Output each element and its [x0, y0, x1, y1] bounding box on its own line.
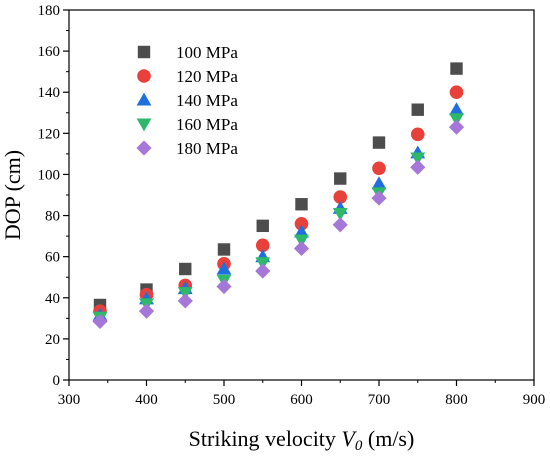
- y-tick-label: 60: [45, 250, 60, 266]
- plot-frame: [68, 9, 535, 381]
- data-point: [217, 243, 231, 256]
- data-point: [255, 263, 271, 279]
- y-tick-label: 40: [45, 291, 60, 307]
- legend-marker: [137, 69, 151, 83]
- data-point: [138, 303, 155, 319]
- legend-entry: 160 MPa: [136, 115, 238, 134]
- data-point: [216, 278, 232, 295]
- x-tick-label: 800: [445, 392, 468, 408]
- legend-entry: 140 MPa: [136, 91, 238, 110]
- legend-marker: [136, 118, 152, 132]
- plot-marks: [92, 62, 465, 330]
- y-tick-label: 20: [45, 332, 60, 348]
- x-tick-label: 900: [523, 392, 546, 408]
- x-axis-title-subscript: 0: [355, 438, 363, 454]
- x-tick-label: 600: [290, 392, 313, 408]
- y-tick-label: 180: [38, 3, 61, 19]
- legend-entry: 180 MPa: [136, 139, 238, 158]
- legend-entry: 100 MPa: [137, 43, 238, 62]
- data-point: [410, 159, 426, 175]
- data-point: [411, 103, 424, 116]
- y-tick-label: 80: [45, 209, 60, 225]
- y-tick-label: 100: [38, 167, 61, 183]
- y-tick-label: 160: [38, 44, 61, 60]
- data-point: [333, 190, 348, 204]
- legend-label: 100 MPa: [176, 43, 238, 62]
- data-point: [449, 85, 464, 100]
- data-point: [371, 176, 387, 190]
- x-axis-title: Striking velocity V0 (m/s): [189, 426, 415, 454]
- x-tick-label: 400: [135, 392, 158, 408]
- y-tick-label: 120: [38, 126, 61, 142]
- data-point: [255, 238, 270, 253]
- data-point: [179, 262, 192, 276]
- legend-marker: [137, 45, 151, 59]
- legend: 100 MPa 120 MPa 140 MPa 160 MPa 180 MPa: [136, 43, 238, 158]
- y-tick-label: 0: [53, 373, 61, 389]
- axis-ticks: 300 400 500 600 700 800 900 0 20 40 60 80 100 120 140 1…: [38, 3, 546, 408]
- x-axis-title-prefix: Striking velocity: [189, 426, 342, 451]
- x-tick-label: 700: [368, 392, 391, 408]
- data-point: [332, 207, 348, 221]
- data-point: [294, 216, 309, 231]
- legend-entry: 120 MPa: [137, 67, 238, 86]
- legend-label: 180 MPa: [176, 139, 238, 158]
- series-100-mpa: [93, 62, 463, 312]
- data-point: [92, 313, 108, 330]
- x-axis-title-suffix: (m/s): [362, 426, 414, 451]
- data-point: [294, 224, 309, 238]
- legend-label: 160 MPa: [176, 115, 238, 134]
- data-point: [448, 119, 465, 135]
- legend-label: 120 MPa: [176, 67, 238, 86]
- data-point: [216, 261, 232, 275]
- series-180-mpa: [92, 119, 465, 330]
- y-tick-label: 140: [38, 85, 61, 101]
- data-point: [410, 127, 425, 142]
- data-point: [177, 293, 193, 309]
- data-point: [371, 190, 387, 206]
- data-point: [410, 152, 426, 166]
- data-point: [372, 136, 386, 149]
- data-point: [256, 219, 269, 233]
- x-axis-title-variable: V: [341, 426, 357, 451]
- data-point: [293, 240, 310, 257]
- y-axis-title: DOP (cm): [0, 150, 25, 240]
- legend-label: 140 MPa: [176, 91, 238, 110]
- legend-marker: [136, 92, 152, 106]
- x-tick-label: 300: [58, 392, 81, 408]
- data-point: [372, 161, 386, 176]
- data-point: [334, 172, 347, 185]
- data-point: [295, 198, 308, 211]
- data-point: [332, 217, 348, 233]
- legend-marker: [136, 140, 152, 156]
- data-point: [450, 62, 463, 75]
- x-tick-label: 500: [213, 392, 236, 408]
- data-point: [449, 102, 464, 116]
